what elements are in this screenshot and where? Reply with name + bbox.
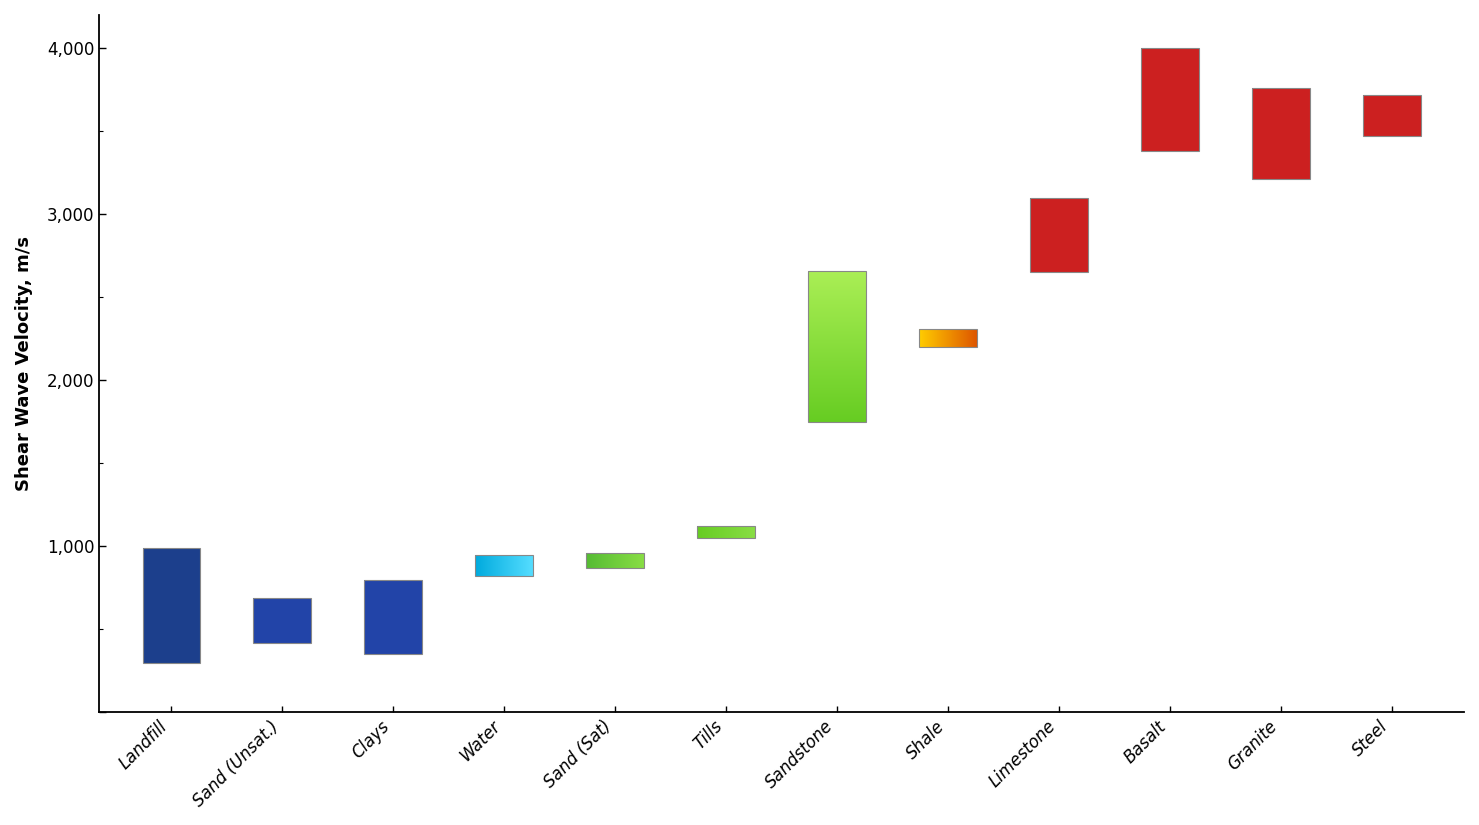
- Bar: [253, 598, 311, 643]
- Bar: [475, 554, 532, 576]
- Bar: [586, 553, 643, 568]
- Bar: [142, 548, 200, 662]
- Bar: [808, 271, 865, 422]
- Bar: [364, 579, 422, 654]
- Bar: [1253, 88, 1310, 179]
- Bar: [697, 526, 754, 538]
- Y-axis label: Shear Wave Velocity, m/s: Shear Wave Velocity, m/s: [15, 236, 33, 491]
- Bar: [920, 329, 978, 347]
- Bar: [1142, 48, 1199, 151]
- Bar: [1031, 198, 1089, 272]
- Bar: [1364, 95, 1421, 136]
